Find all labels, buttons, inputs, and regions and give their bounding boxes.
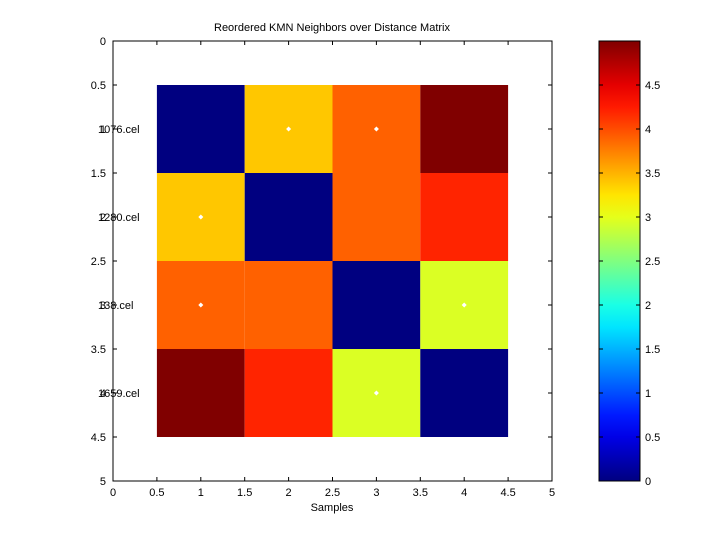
y-tick-label: 2.5 [91, 256, 106, 268]
row-label: 138.cel [98, 300, 133, 312]
x-tick-label: 2 [286, 487, 292, 499]
heatmap-cell [332, 173, 421, 261]
heatmap-cell [420, 349, 509, 437]
heatmap-cell [244, 173, 333, 261]
colorbar-tick-label: 4.5 [645, 80, 660, 92]
x-tick-label: 4 [461, 487, 467, 499]
x-tick-label: 3.5 [413, 487, 428, 499]
neighbor-marker [461, 302, 467, 308]
y-tick-label: 3 [100, 300, 106, 312]
heatmap-cell [420, 173, 509, 261]
chart-title: Reordered KMN Neighbors over Distance Ma… [214, 22, 450, 34]
colorbar-tick-label: 0.5 [645, 432, 660, 444]
x-tick-label: 5 [549, 487, 555, 499]
heatmap-cell [332, 261, 421, 349]
row-label: 1076.cel [98, 124, 140, 136]
neighbor-marker [373, 390, 379, 396]
neighbor-marker [198, 302, 204, 308]
neighbor-marker [286, 126, 292, 132]
x-tick-label: 3 [373, 487, 379, 499]
y-tick-label: 3.5 [91, 344, 106, 356]
y-tick-label: 5 [100, 476, 106, 488]
heatmap-cell [244, 261, 333, 349]
heatmap-cell [420, 85, 509, 173]
x-tick-label: 2.5 [325, 487, 340, 499]
y-tick-label: 0 [100, 36, 106, 48]
y-tick-label: 1.5 [91, 168, 106, 180]
colorbar-tick-label: 4 [645, 124, 651, 136]
heatmap-cell [156, 85, 245, 173]
colorbar-tick-label: 2.5 [645, 256, 660, 268]
colorbar-tick-label: 1 [645, 388, 651, 400]
y-tick-label: 2 [100, 212, 106, 224]
row-label: 1280.cel [98, 212, 140, 224]
x-tick-label: 4.5 [500, 487, 515, 499]
y-tick-label: 0.5 [91, 80, 106, 92]
x-tick-label: 0 [110, 487, 116, 499]
colorbar-tick-label: 3 [645, 212, 651, 224]
colorbar-tick-label: 3.5 [645, 168, 660, 180]
row-label: 1659.cel [98, 388, 140, 400]
colorbar-gradient [599, 41, 640, 481]
y-tick-label: 1 [100, 124, 106, 136]
y-tick-label: 4.5 [91, 432, 106, 444]
x-tick-label: 1.5 [237, 487, 252, 499]
neighbor-marker [373, 126, 379, 132]
colorbar-tick-label: 2 [645, 300, 651, 312]
y-tick-label: 4 [100, 388, 106, 400]
heatmap-cell [244, 349, 333, 437]
x-tick-label: 1 [198, 487, 204, 499]
neighbor-marker [198, 214, 204, 220]
heatmap-cell [156, 349, 245, 437]
x-tick-label: 0.5 [149, 487, 164, 499]
colorbar-tick-label: 1.5 [645, 344, 660, 356]
colorbar-tick-label: 0 [645, 476, 651, 488]
x-axis-label: Samples [311, 502, 354, 514]
